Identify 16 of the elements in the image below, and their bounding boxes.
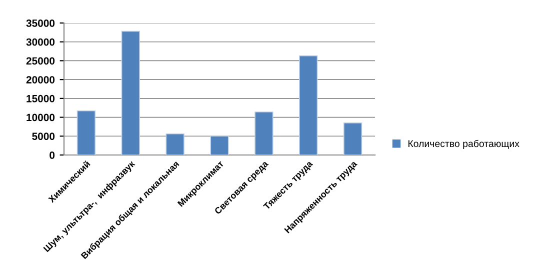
bar bbox=[121, 30, 140, 155]
y-tick-label: 25000 bbox=[26, 57, 55, 65]
bar bbox=[210, 136, 229, 155]
y-tick-label: 10000 bbox=[26, 114, 55, 122]
y-tick-label: 0 bbox=[50, 152, 55, 159]
bar bbox=[254, 112, 274, 155]
bar bbox=[166, 133, 184, 155]
bar bbox=[343, 122, 362, 155]
bar bbox=[76, 110, 96, 155]
y-tick-label: 5000 bbox=[32, 132, 55, 140]
y-tick-label: 30000 bbox=[26, 38, 55, 46]
y-tick-label: 35000 bbox=[26, 20, 55, 27]
y-tick-label: 20000 bbox=[26, 76, 55, 84]
legend-label: Количество работающих bbox=[408, 140, 520, 150]
y-tick-label: 15000 bbox=[26, 94, 55, 102]
bar bbox=[299, 55, 318, 155]
